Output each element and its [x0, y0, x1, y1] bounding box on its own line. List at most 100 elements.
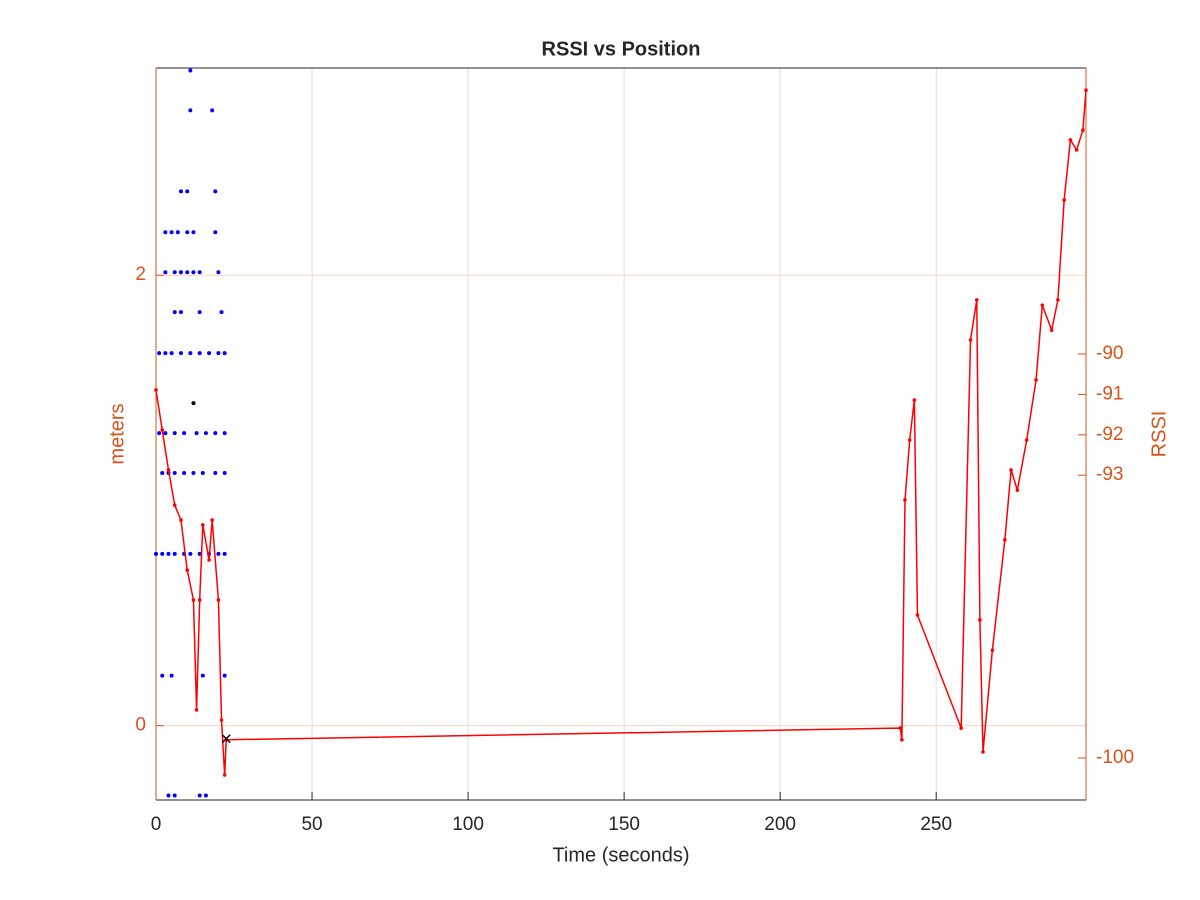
position-dot	[191, 270, 196, 275]
position-dot	[185, 230, 190, 235]
position-dot	[169, 351, 174, 356]
rssi-point	[222, 773, 227, 777]
rssi-point	[219, 718, 224, 722]
position-dot	[188, 68, 193, 73]
position-dot	[197, 351, 202, 356]
position-dot	[160, 470, 165, 475]
x-axis-label: Time (seconds)	[552, 844, 689, 866]
y2-tick-label: -90	[1096, 343, 1123, 364]
y-axis-label: meters	[106, 403, 128, 464]
x-tick-label: 0	[151, 814, 162, 835]
rssi-point	[1056, 298, 1060, 302]
position-dot	[172, 270, 177, 275]
rssi-point	[974, 298, 979, 302]
cross-marker	[221, 734, 231, 744]
position-dot	[172, 551, 177, 556]
y2-axis-label: RSSI	[1148, 411, 1170, 458]
position-dot	[216, 270, 221, 275]
position-dot	[197, 551, 202, 556]
rssi-point	[185, 568, 190, 572]
position-dot	[178, 310, 183, 315]
position-dot	[178, 189, 183, 194]
position-dot	[219, 310, 224, 315]
rssi-point	[1084, 88, 1088, 93]
position-dot	[163, 351, 168, 356]
position-dot	[197, 310, 202, 315]
position-dot	[178, 270, 183, 275]
position-dot	[222, 351, 227, 356]
position-dot	[160, 673, 165, 678]
y2-tick-label: -91	[1096, 383, 1123, 404]
rssi-point	[1074, 148, 1079, 152]
position-dot	[213, 230, 218, 235]
position-dot	[157, 351, 162, 356]
rssi-point	[981, 750, 985, 754]
rssi-point	[216, 598, 221, 602]
position-dot	[191, 401, 196, 406]
rssi-point	[191, 598, 196, 602]
position-dot	[197, 793, 202, 798]
position-dot	[191, 230, 196, 235]
position-dot	[182, 470, 187, 475]
position-dot	[200, 673, 205, 678]
rssi-point	[900, 738, 904, 742]
rssi-point	[907, 438, 912, 442]
position-dot	[166, 551, 171, 556]
rssi-point	[201, 523, 205, 527]
rssi-point	[990, 648, 995, 652]
position-dot	[210, 108, 215, 113]
rssi-point	[194, 708, 199, 712]
rssi-point	[915, 613, 920, 617]
position-dot	[188, 108, 193, 113]
rssi-point	[1034, 378, 1038, 382]
rssi-point	[968, 338, 973, 342]
position-dot	[213, 431, 218, 436]
x-tick-label: 250	[920, 814, 952, 835]
rssi-point	[978, 618, 982, 622]
rssi-point	[903, 498, 907, 502]
y2-tick-label: -92	[1096, 424, 1123, 445]
position-dot	[166, 793, 171, 798]
position-dot	[203, 793, 208, 798]
position-dot	[172, 431, 177, 436]
rssi-point	[179, 518, 183, 522]
position-dot	[175, 230, 180, 235]
rssi-point	[1003, 538, 1007, 542]
rssi-point	[1062, 198, 1066, 202]
position-dot	[222, 673, 227, 678]
position-dot	[222, 431, 227, 436]
x-tick-label: 200	[764, 814, 796, 835]
position-dot	[172, 793, 177, 798]
position-dot	[154, 551, 158, 556]
position-dot	[160, 551, 165, 556]
rssi-point	[1040, 303, 1045, 307]
position-dot	[200, 470, 205, 475]
position-dot	[169, 230, 174, 235]
position-dot	[185, 189, 190, 194]
position-dot	[207, 351, 212, 356]
x-tick-label: 50	[301, 814, 322, 835]
position-dot	[194, 431, 199, 436]
y-tick-label: 0	[135, 715, 146, 736]
position-dot	[163, 431, 168, 436]
chart-title: RSSI vs Position	[542, 38, 701, 60]
rssi-point	[166, 468, 171, 472]
position-dot	[203, 431, 208, 436]
rssi-point	[898, 726, 903, 730]
rssi-point	[1015, 488, 1020, 492]
position-dot	[163, 230, 168, 235]
position-dot	[222, 470, 227, 475]
rssi-point	[210, 518, 214, 522]
x-tick-label: 100	[452, 814, 484, 835]
position-dot	[213, 470, 218, 475]
position-dot	[188, 551, 193, 556]
position-dot	[182, 431, 187, 436]
x-tick-label: 150	[608, 814, 640, 835]
position-dot	[216, 351, 221, 356]
rssi-point	[154, 388, 158, 392]
rssi-point	[1049, 328, 1054, 332]
position-dot	[157, 431, 162, 436]
y2-tick-label: -93	[1096, 464, 1123, 485]
position-dot	[216, 551, 221, 556]
